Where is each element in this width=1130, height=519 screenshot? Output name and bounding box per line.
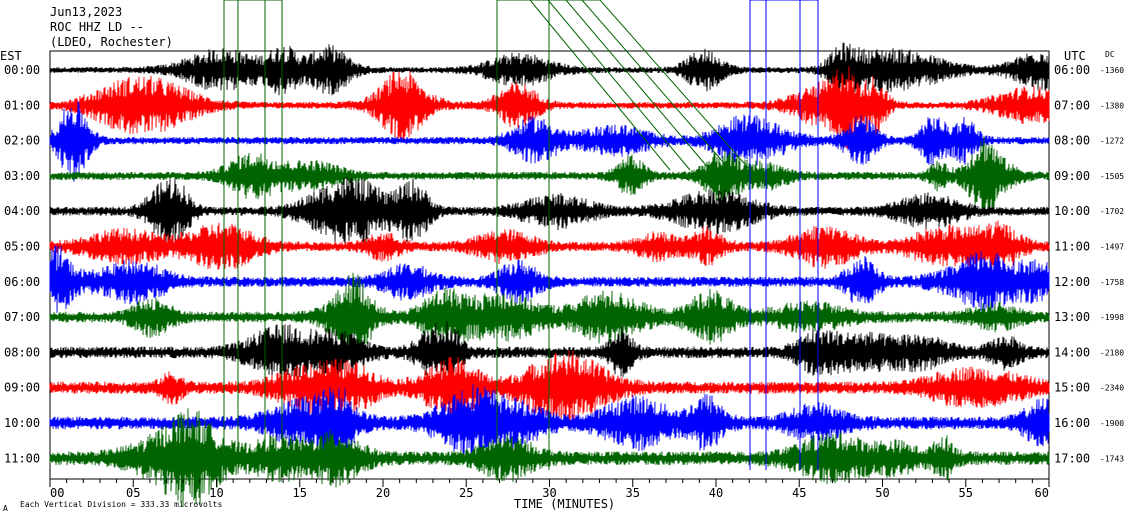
utc-hour-label: 15:00 [1054, 381, 1090, 395]
x-tick-label: 50 [875, 486, 889, 500]
x-tick-label: 15 [293, 486, 307, 500]
event-marker-line [529, 0, 671, 171]
x-axis-title: TIME (MINUTES) [514, 497, 615, 511]
dc-offset-label: -2180 [1100, 348, 1124, 357]
est-hour-label: 06:00 [4, 275, 40, 289]
est-hour-label: 10:00 [4, 416, 40, 430]
event-marker-line [599, 0, 751, 171]
row-label-group: 00:00 06:00 -1360 01:00 07:00 -1380 02:00 08:00… [4, 63, 1124, 465]
x-tick-label: 25 [459, 486, 473, 500]
x-tick-label: 05 [126, 486, 140, 500]
x-tick-label: 40 [709, 486, 723, 500]
est-hour-label: 01:00 [4, 98, 40, 112]
est-hour-label: 00:00 [4, 63, 40, 77]
utc-hour-label: 17:00 [1054, 451, 1090, 465]
event-marker-line [581, 0, 731, 171]
utc-hour-label: 12:00 [1054, 275, 1090, 289]
dc-heading: DC [1105, 50, 1115, 59]
x-tick-label: 60 [1035, 486, 1049, 500]
est-hour-label: 07:00 [4, 310, 40, 324]
footer-note: Each Vertical Division = 333.33 microvol… [20, 500, 222, 509]
x-tick-label: 45 [792, 486, 806, 500]
est-hour-label: 11:00 [4, 451, 40, 465]
utc-hour-label: 16:00 [1054, 416, 1090, 430]
dc-offset-label: -1758 [1100, 278, 1124, 287]
x-tick-label: 00 [50, 486, 64, 500]
dc-offset-label: -1702 [1100, 207, 1124, 216]
x-axis: 00 05 10 15 20 25 30 35 40 45 50 55 60 [49, 479, 1050, 500]
est-hour-label: 04:00 [4, 204, 40, 218]
x-tick-label: 20 [376, 486, 390, 500]
utc-hour-label: 08:00 [1054, 134, 1090, 148]
dc-offset-label: -2340 [1100, 384, 1124, 393]
station-code: ROC HHZ LD -- [50, 20, 144, 34]
utc-hour-label: 10:00 [1054, 204, 1090, 218]
est-hour-label: 09:00 [4, 381, 40, 395]
dc-offset-label: -1497 [1100, 243, 1124, 252]
x-tick-label: 35 [626, 486, 640, 500]
est-hour-label: 08:00 [4, 345, 40, 359]
x-tick-label: 55 [959, 486, 973, 500]
est-hour-label: 03:00 [4, 169, 40, 183]
x-tick-label: 10 [209, 486, 223, 500]
network-name: (LDEO, Rochester) [50, 35, 173, 49]
utc-hour-label: 13:00 [1054, 310, 1090, 324]
event-marker-line [547, 0, 691, 171]
dc-offset-label: -1998 [1100, 313, 1124, 322]
dc-offset-label: -1505 [1100, 172, 1124, 181]
dc-offset-label: -1380 [1100, 101, 1124, 110]
dc-offset-label: -1272 [1100, 137, 1124, 146]
right-timezone-label: UTC [1064, 49, 1086, 63]
utc-hour-label: 14:00 [1054, 345, 1090, 359]
dc-offset-label: -1743 [1100, 454, 1124, 463]
est-hour-label: 05:00 [4, 240, 40, 254]
x-tick-label: 30 [542, 486, 556, 500]
utc-hour-label: 06:00 [1054, 63, 1090, 77]
record-date: Jun13,2023 [50, 5, 122, 19]
utc-hour-label: 09:00 [1054, 169, 1090, 183]
utc-hour-label: 07:00 [1054, 98, 1090, 112]
dc-offset-label: -1900 [1100, 419, 1124, 428]
event-marker-line [565, 0, 711, 171]
est-hour-label: 02:00 [4, 134, 40, 148]
event-marker-group [223, 0, 819, 470]
footer-mark: A [3, 504, 8, 513]
dc-offset-label: -1360 [1100, 66, 1124, 75]
utc-hour-label: 11:00 [1054, 240, 1090, 254]
left-timezone-label: EST [0, 49, 22, 63]
